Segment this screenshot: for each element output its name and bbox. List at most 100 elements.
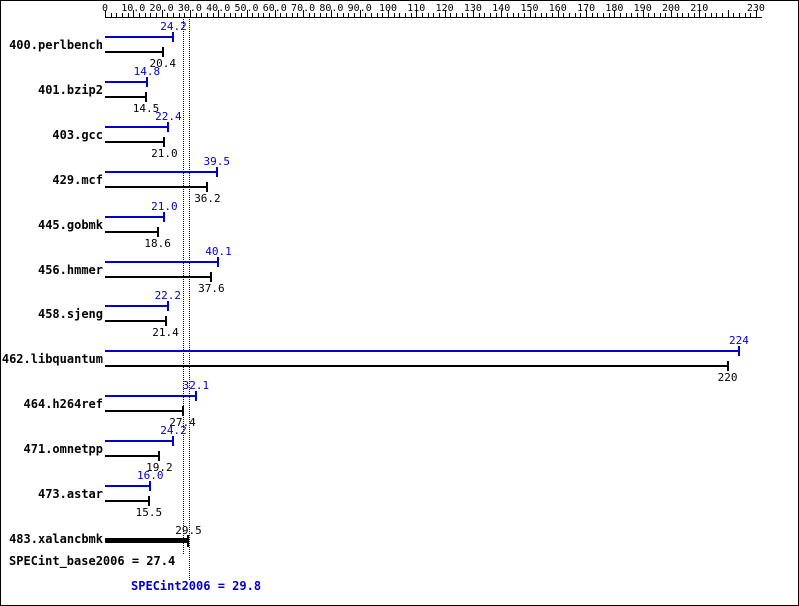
base-value-label: 29.5 bbox=[175, 523, 202, 537]
axis-major-tick bbox=[247, 10, 248, 17]
axis-tick-label: 0 bbox=[101, 3, 109, 14]
axis-minor-tick bbox=[145, 13, 146, 17]
peak-value-label: 14.8 bbox=[133, 64, 161, 78]
axis-minor-tick bbox=[399, 13, 400, 17]
axis-minor-tick bbox=[224, 13, 225, 17]
axis-major-tick bbox=[699, 10, 700, 17]
axis-minor-tick bbox=[111, 13, 112, 17]
peak-bar bbox=[105, 395, 196, 398]
axis-major-tick bbox=[728, 10, 729, 17]
benchmark-label: 464.h264ref bbox=[23, 397, 103, 412]
peak-bar bbox=[105, 170, 217, 173]
axis-minor-tick bbox=[450, 13, 451, 17]
axis-minor-tick bbox=[626, 13, 627, 17]
axis-minor-tick bbox=[597, 13, 598, 17]
axis-major-tick bbox=[162, 10, 163, 17]
peak-bar bbox=[105, 80, 147, 83]
axis-tick-label: 120 bbox=[435, 3, 454, 14]
axis-minor-tick bbox=[722, 13, 723, 17]
peak-bar bbox=[105, 305, 168, 308]
axis-minor-tick bbox=[456, 13, 457, 17]
axis-major-tick bbox=[275, 10, 276, 17]
base-bar-end-tick bbox=[210, 271, 213, 282]
axis-minor-tick bbox=[716, 13, 717, 17]
axis-tick-label: 80.0 bbox=[319, 3, 344, 14]
axis-minor-tick bbox=[439, 13, 440, 17]
base-value-label: 18.6 bbox=[144, 236, 171, 250]
axis-major-tick bbox=[105, 10, 106, 17]
base-value-label: 36.2 bbox=[194, 191, 221, 205]
axis-major-tick bbox=[586, 10, 587, 17]
axis-tick-label: 140 bbox=[492, 3, 511, 14]
axis-tick-label: 90.0 bbox=[347, 3, 372, 14]
axis-tick-label: 180 bbox=[605, 3, 624, 14]
peak-value-label: 24.2 bbox=[160, 20, 187, 33]
axis-minor-tick bbox=[207, 13, 208, 17]
peak-value-label: 40.1 bbox=[205, 244, 232, 258]
axis-minor-tick bbox=[116, 13, 117, 17]
base-value-label: 14.5 bbox=[132, 101, 160, 115]
axis-minor-tick bbox=[167, 13, 168, 17]
axis-tick-label: 10.0 bbox=[121, 3, 146, 14]
axis-tick-label: 160 bbox=[548, 3, 567, 14]
peak-bar-end-tick bbox=[149, 481, 152, 491]
axis-minor-tick bbox=[507, 13, 508, 17]
peak-bar bbox=[105, 36, 174, 38]
axis-minor-tick bbox=[563, 13, 564, 17]
axis-minor-tick bbox=[173, 13, 174, 17]
axis-minor-tick bbox=[620, 13, 621, 17]
peak-value-label: 24.2 bbox=[160, 424, 187, 438]
axis-tick-label: 30.0 bbox=[177, 3, 202, 14]
peak-value-label: 22.2 bbox=[154, 289, 182, 303]
axis-minor-tick bbox=[252, 13, 253, 17]
peak-value-label: 16.0 bbox=[137, 469, 164, 482]
peak-bar bbox=[105, 440, 174, 443]
axis-minor-tick bbox=[377, 13, 378, 17]
peak-bar-end-tick bbox=[194, 391, 197, 402]
axis-minor-tick bbox=[467, 13, 468, 17]
peak-value-label: 32.1 bbox=[182, 379, 210, 393]
axis-minor-tick bbox=[518, 13, 519, 17]
axis-minor-tick bbox=[354, 13, 355, 17]
benchmark-label: 401.bzip2 bbox=[37, 82, 103, 97]
axis-minor-tick bbox=[496, 13, 497, 17]
axis-minor-tick bbox=[292, 13, 293, 17]
base-bar-end-tick bbox=[158, 451, 161, 462]
peak-bar-end-tick bbox=[217, 256, 220, 267]
axis-minor-tick bbox=[739, 13, 740, 17]
axis-minor-tick bbox=[139, 13, 140, 17]
axis-minor-tick bbox=[592, 13, 593, 17]
axis-minor-tick bbox=[371, 13, 372, 17]
axis-minor-tick bbox=[694, 13, 695, 17]
base-bar-end-tick bbox=[161, 47, 164, 57]
benchmark-label: 403.gcc bbox=[52, 127, 103, 142]
axis-major-tick bbox=[388, 10, 389, 17]
axis-minor-tick bbox=[422, 13, 423, 17]
axis-major-tick bbox=[614, 10, 615, 17]
axis-minor-tick bbox=[513, 13, 514, 17]
axis-minor-tick bbox=[382, 13, 383, 17]
base-value-label: 21.0 bbox=[151, 146, 178, 160]
base-mean-line bbox=[182, 17, 184, 554]
base-bar bbox=[105, 455, 160, 458]
axis-minor-tick bbox=[258, 13, 259, 17]
axis-tick-label: 200 bbox=[661, 3, 681, 14]
axis-minor-tick bbox=[337, 13, 338, 17]
peak-bar-end-tick bbox=[172, 32, 175, 42]
benchmark-label: 473.astar bbox=[37, 487, 103, 501]
axis-minor-tick bbox=[128, 13, 129, 17]
axis-minor-tick bbox=[122, 13, 123, 17]
axis-major-tick bbox=[756, 10, 757, 17]
axis-tick-label: 170 bbox=[577, 3, 596, 14]
axis-minor-tick bbox=[462, 13, 463, 17]
axis-minor-tick bbox=[535, 13, 536, 17]
base-bar-end-tick bbox=[726, 361, 729, 372]
axis-minor-tick bbox=[405, 13, 406, 17]
axis-minor-tick bbox=[365, 13, 366, 17]
axis-minor-tick bbox=[552, 13, 553, 17]
axis-minor-tick bbox=[428, 13, 429, 17]
axis-minor-tick bbox=[654, 13, 655, 17]
axis-minor-tick bbox=[524, 13, 525, 17]
peak-value-label: 224 bbox=[728, 334, 749, 348]
